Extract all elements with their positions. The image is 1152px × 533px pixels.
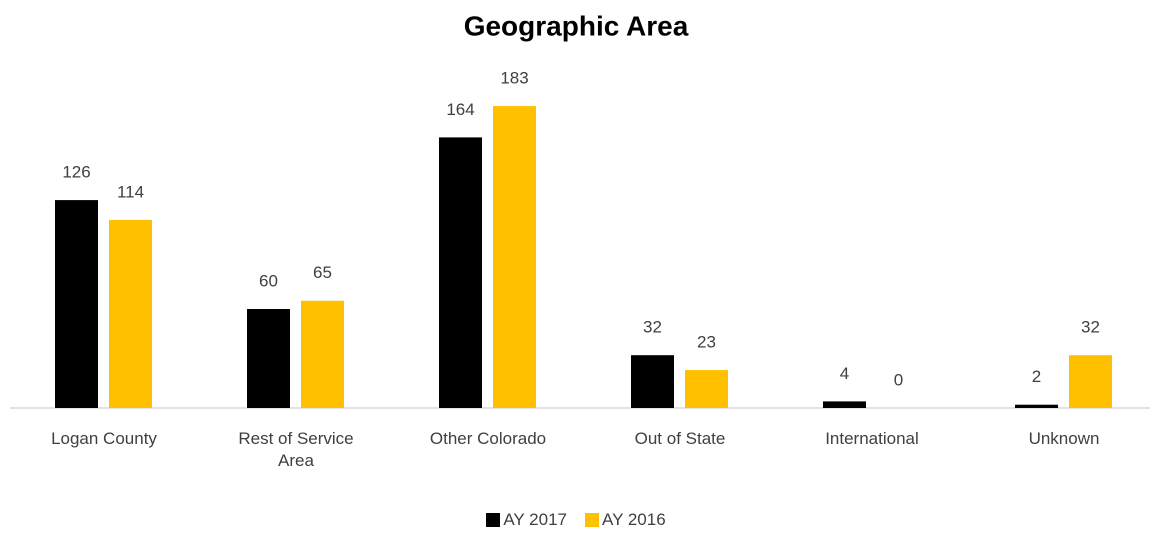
x-tick-label: Other Colorado bbox=[429, 429, 547, 448]
value-label: 60 bbox=[259, 271, 278, 290]
chart-title: Geographic Area bbox=[464, 10, 689, 41]
bar bbox=[823, 401, 866, 408]
legend-item: AY 2016 bbox=[585, 510, 666, 530]
value-label: 183 bbox=[500, 69, 528, 88]
bar bbox=[1069, 355, 1112, 408]
value-label: 32 bbox=[1081, 318, 1100, 337]
value-label: 126 bbox=[62, 163, 90, 182]
value-label: 2 bbox=[1032, 367, 1041, 386]
value-label: 65 bbox=[313, 263, 332, 282]
x-tick-label: Logan County bbox=[51, 429, 157, 448]
bar bbox=[631, 355, 674, 408]
bar bbox=[247, 309, 290, 408]
legend-swatch bbox=[486, 513, 501, 527]
legend-label: AY 2017 bbox=[503, 510, 567, 529]
legend-item: AY 2017 bbox=[486, 510, 567, 530]
value-label: 32 bbox=[643, 318, 662, 337]
x-tick-label: Rest of Service Area bbox=[238, 429, 354, 470]
x-tick-label: International bbox=[825, 429, 919, 448]
bar bbox=[685, 370, 728, 408]
bar bbox=[1015, 404, 1058, 408]
value-label: 114 bbox=[117, 182, 144, 201]
value-label: 4 bbox=[840, 364, 849, 383]
bar bbox=[55, 200, 98, 408]
bar bbox=[109, 219, 152, 408]
value-label: 164 bbox=[446, 100, 474, 119]
legend-swatch bbox=[585, 513, 599, 527]
value-label: 0 bbox=[894, 370, 903, 389]
legend: AY 2017 AY 2016 bbox=[0, 510, 1152, 530]
bar bbox=[301, 300, 344, 408]
legend-label: AY 2016 bbox=[602, 510, 666, 529]
bar bbox=[493, 106, 536, 409]
value-label: 23 bbox=[697, 333, 716, 352]
x-tick-label: Unknown bbox=[1028, 429, 1100, 448]
x-tick-label: Out of State bbox=[634, 429, 726, 448]
bar bbox=[439, 137, 482, 408]
